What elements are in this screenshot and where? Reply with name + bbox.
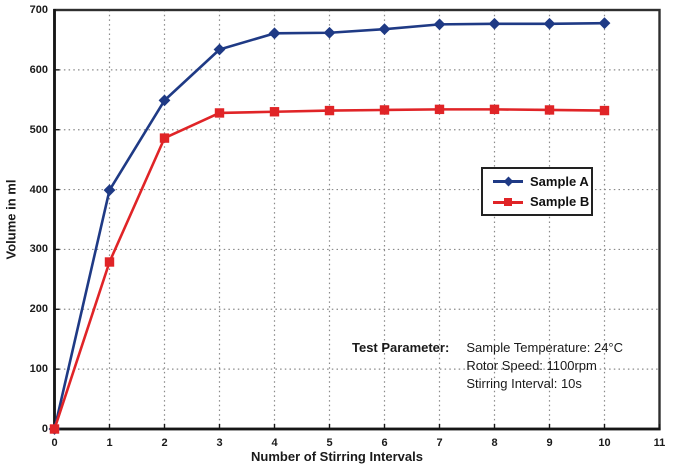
square-marker-icon [504, 197, 512, 206]
x-tick-label: 5 [326, 437, 333, 449]
data-point-sample-a [213, 43, 226, 56]
legend: Sample A Sample B [481, 167, 593, 216]
data-point-sample-b [379, 105, 390, 115]
y-tick-label: 300 [29, 243, 48, 256]
test-parameter-values: Sample Temperature: 24°C Rotor Speed: 11… [466, 339, 623, 393]
x-tick-label: 9 [546, 437, 553, 449]
sample-b-swatch [493, 196, 523, 208]
y-axis-title: Volume in ml [3, 179, 19, 260]
x-tick-label: 4 [271, 437, 278, 449]
test-parameter-label: Test Parameter: [352, 340, 450, 355]
data-point-sample-b [489, 104, 500, 115]
data-point-sample-b [599, 105, 610, 116]
data-point-sample-a [378, 23, 391, 36]
data-point-sample-a [488, 17, 501, 30]
y-tick-label: 0 [41, 423, 48, 435]
legend-label-sample-a: Sample A [530, 173, 589, 189]
sample-a-swatch [493, 175, 523, 187]
data-point-sample-a [543, 17, 556, 30]
data-point-sample-a [598, 17, 611, 30]
data-point-sample-a [268, 27, 281, 40]
x-tick-label: 1 [106, 437, 113, 449]
data-point-sample-a [433, 18, 446, 31]
diamond-marker-icon [503, 176, 514, 187]
y-tick-label: 700 [29, 4, 48, 16]
y-tick-label: 100 [29, 363, 48, 376]
x-tick-label: 3 [216, 437, 223, 449]
data-point-sample-b [104, 257, 115, 267]
legend-label-sample-b: Sample B [530, 194, 590, 210]
legend-item-sample-b: Sample B [493, 192, 591, 212]
x-tick-label: 10 [598, 437, 611, 449]
param-rotor-speed: Rotor Speed: 1100rpm [466, 358, 597, 373]
test-parameter-note: Test Parameter: Sample Temperature: 24°C… [352, 339, 623, 393]
data-point-sample-b [214, 108, 225, 118]
x-axis-title: Number of Stirring Intervals [251, 449, 423, 464]
x-tick-label: 8 [491, 437, 498, 449]
x-tick-label: 6 [381, 437, 388, 449]
y-tick-label: 600 [29, 63, 48, 76]
param-stirring-interval: Stirring Interval: 10s [466, 376, 582, 391]
data-point-sample-b [324, 105, 335, 116]
legend-item-sample-a: Sample A [493, 171, 591, 191]
x-tick-label: 11 [653, 437, 666, 449]
y-tick-label: 400 [29, 183, 48, 196]
data-point-sample-b [269, 107, 280, 117]
data-point-sample-a [103, 184, 116, 197]
param-sample-temperature: Sample Temperature: 24°C [466, 340, 624, 355]
data-point-sample-b [544, 105, 555, 115]
x-tick-label: 0 [51, 437, 58, 449]
y-tick-label: 200 [29, 303, 48, 316]
data-point-sample-b [434, 104, 445, 115]
data-point-sample-b [159, 133, 170, 143]
data-point-sample-a [158, 94, 171, 107]
x-tick-label: 2 [161, 437, 168, 449]
data-point-sample-b [49, 424, 60, 434]
y-tick-label: 500 [29, 123, 48, 136]
x-tick-label: 7 [436, 437, 443, 449]
data-point-sample-a [323, 26, 336, 39]
